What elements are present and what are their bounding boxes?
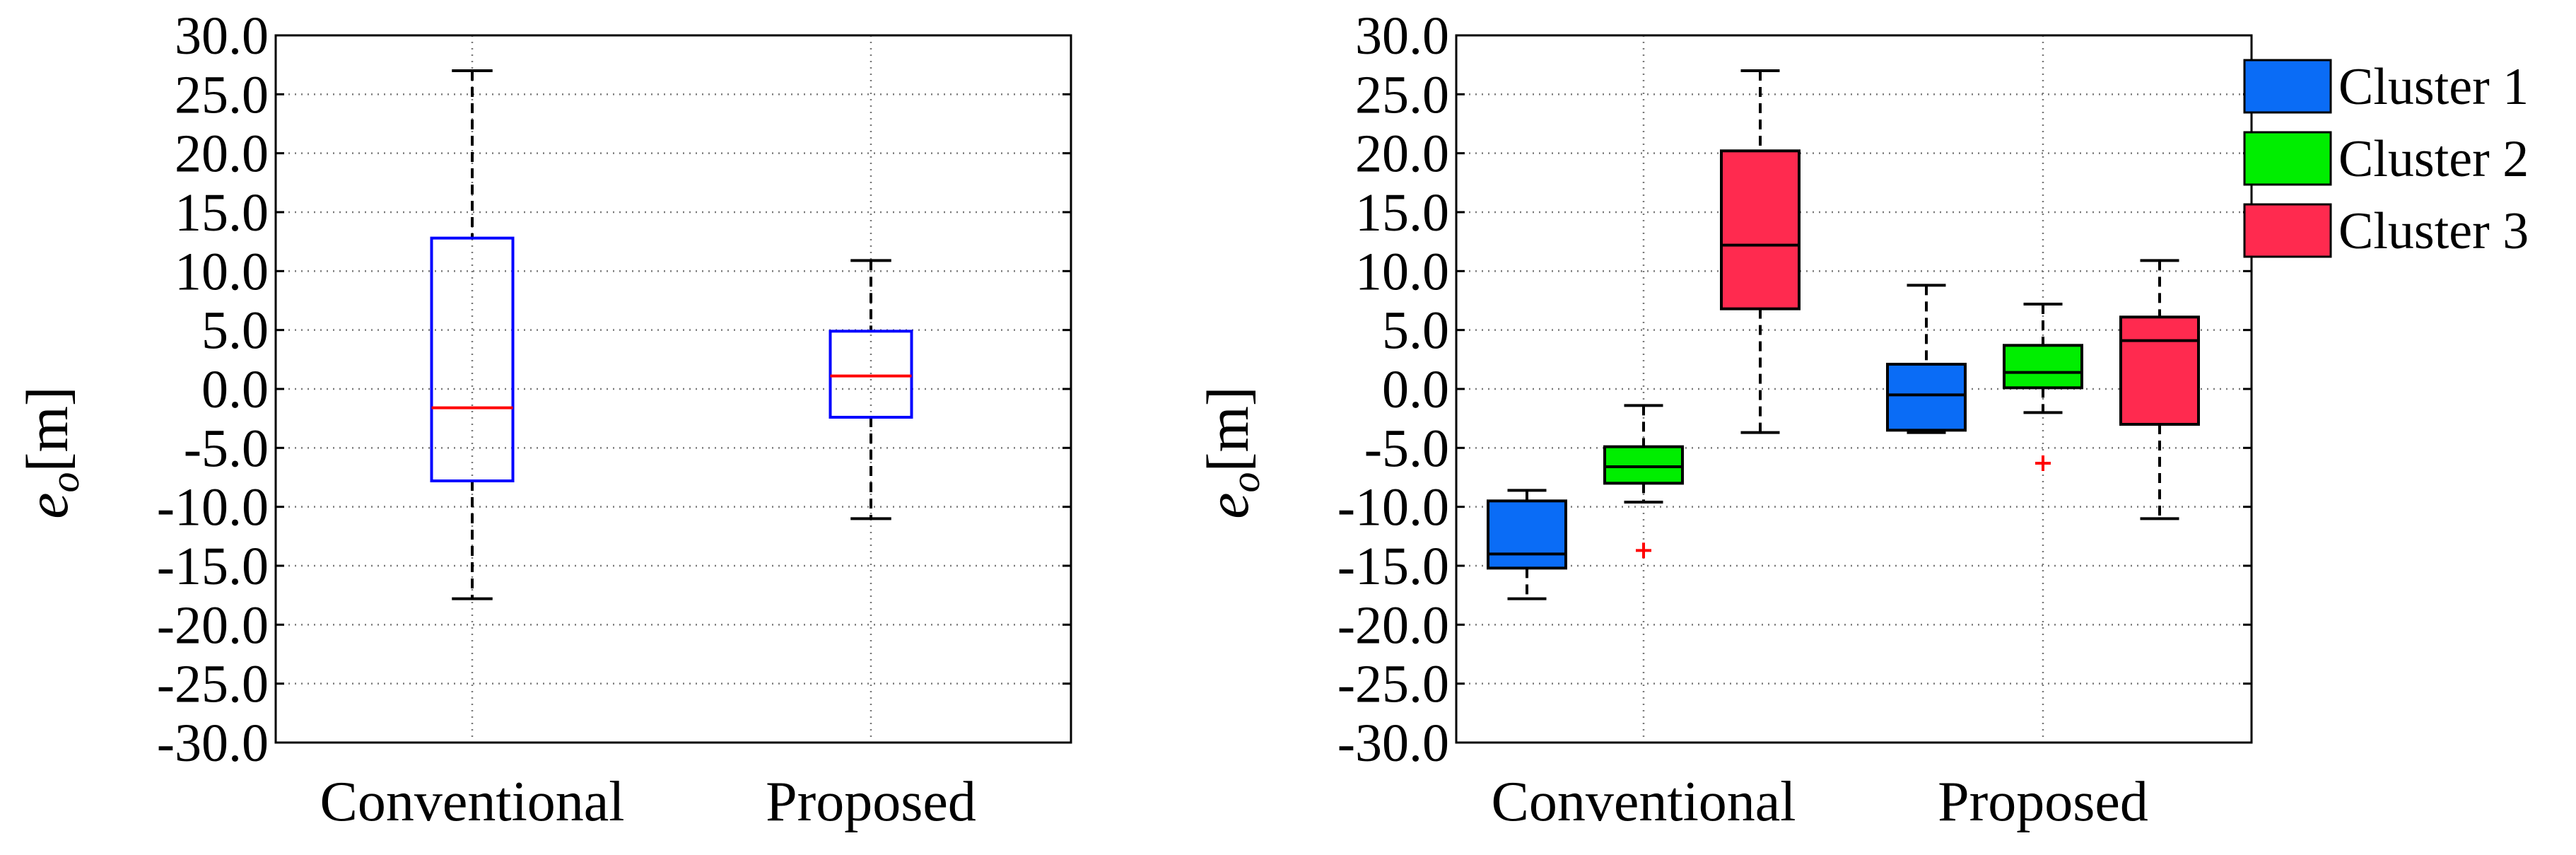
right-y-tick-label: -30.0 <box>1337 714 1449 773</box>
left-y-tick-label: 5.0 <box>201 301 269 361</box>
right-box-cluster-2-proposed <box>2003 303 2083 471</box>
right-y-axis-label: eo[m] <box>1195 386 1268 519</box>
left-y-axis-symbol: e <box>15 493 81 519</box>
right-category-label: Conventional <box>1491 771 1796 833</box>
right-y-tick-label: -10.0 <box>1337 478 1449 537</box>
right-box-cluster-2-conventional <box>1603 404 1684 559</box>
left-y-tick-label: 15.0 <box>175 183 269 243</box>
right-box-cluster-1-conventional <box>1487 489 1567 600</box>
right-box-cluster-2-conventional-iqr-box <box>1603 445 1684 485</box>
left-box-proposed <box>829 259 913 520</box>
left-category-label: Conventional <box>320 771 624 833</box>
right-box-cluster-2-conventional-outlier <box>1636 542 1651 559</box>
right-y-tick-label: 5.0 <box>1382 301 1449 361</box>
right-box-cluster-3-proposed <box>2119 259 2200 520</box>
left-y-tick-label: -15.0 <box>157 537 269 596</box>
right-box-cluster-3-conventional-iqr-box <box>1720 149 1801 310</box>
legend-item: Cluster 2 <box>2243 130 2529 188</box>
left-y-axis-label: eo[m] <box>15 386 88 519</box>
legend-label: Cluster 3 <box>2338 202 2529 260</box>
left-y-tick-label: -25.0 <box>157 655 269 714</box>
legend-item: Cluster 3 <box>2243 202 2529 260</box>
left-box-conventional-iqr-box <box>430 236 515 482</box>
right-y-tick-label: -25.0 <box>1337 655 1449 714</box>
right-box-cluster-1-proposed-iqr-box <box>1886 363 1967 432</box>
right-y-tick-label: 20.0 <box>1355 124 1449 184</box>
right-y-tick-label: -20.0 <box>1337 595 1449 655</box>
right-box-cluster-3-proposed-iqr-box <box>2119 315 2200 426</box>
left-y-tick-label: -30.0 <box>157 714 269 773</box>
right-category-label: Proposed <box>1938 771 2148 833</box>
right-box-cluster-3-conventional <box>1720 69 1801 434</box>
left-box-proposed-iqr-box <box>829 330 913 419</box>
legend-swatch <box>2243 131 2332 186</box>
legend-item: Cluster 1 <box>2243 58 2529 116</box>
right-y-tick-label: -15.0 <box>1337 537 1449 596</box>
left-y-tick-label: 20.0 <box>175 124 269 184</box>
left-category-label: Proposed <box>766 771 976 833</box>
right-y-axis-subscript: o <box>1222 472 1268 493</box>
right-y-axis-unit: [m] <box>1195 386 1261 472</box>
legend-label: Cluster 1 <box>2338 58 2529 116</box>
left-y-axis-subscript: o <box>42 472 88 493</box>
left-y-tick-label: 0.0 <box>201 360 269 419</box>
left-y-tick-label: 30.0 <box>175 6 269 66</box>
left-y-axis-unit: [m] <box>15 386 81 472</box>
right-y-axis-symbol: e <box>1195 493 1261 519</box>
legend-swatch <box>2243 59 2332 114</box>
left-chart: eo[m] 30.025.020.015.010.05.00.0-5.0-10.… <box>15 6 1072 833</box>
right-y-tick-label: 30.0 <box>1355 6 1449 66</box>
svg-text:eo[m]: eo[m] <box>15 386 88 519</box>
legend-swatch <box>2243 203 2332 258</box>
left-box-conventional <box>430 69 515 600</box>
left-y-tick-label: -20.0 <box>157 595 269 655</box>
right-box-cluster-2-proposed-outlier <box>2035 455 2051 471</box>
left-y-tick-label: -10.0 <box>157 478 269 537</box>
right-y-tick-label: 10.0 <box>1355 242 1449 301</box>
svg-text:eo[m]: eo[m] <box>1195 386 1268 519</box>
legend: Cluster 1 Cluster 2 Cluster 3 <box>2243 58 2529 260</box>
left-y-tick-label: 10.0 <box>175 242 269 301</box>
right-box-cluster-1-proposed <box>1886 284 1967 434</box>
right-y-tick-label: 0.0 <box>1382 360 1449 419</box>
right-box-cluster-1-conventional-iqr-box <box>1487 499 1567 570</box>
left-y-tick-label: 25.0 <box>175 65 269 124</box>
legend-label: Cluster 2 <box>2338 130 2529 188</box>
right-y-tick-label: 15.0 <box>1355 183 1449 243</box>
right-chart: eo[m] 30.025.020.015.010.05.00.0-5.0-10.… <box>1195 6 2253 833</box>
left-y-tick-label: -5.0 <box>184 419 269 478</box>
right-y-tick-label: 25.0 <box>1355 65 1449 124</box>
right-box-cluster-2-proposed-iqr-box <box>2003 344 2083 390</box>
right-y-tick-label: -5.0 <box>1364 419 1449 478</box>
